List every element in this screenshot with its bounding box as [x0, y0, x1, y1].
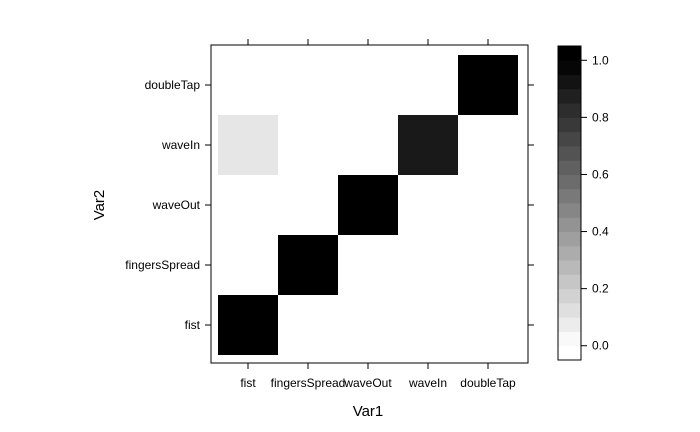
y-tick-label: doubleTap: [145, 78, 201, 92]
colorbar: 0.0 0.2 0.4 0.6 0.8 1.0: [557, 45, 609, 361]
colorbar-bin: [558, 145, 581, 161]
colorbar-bin: [558, 160, 581, 175]
colorbar-bin: [558, 217, 581, 233]
colorbar-bin: [558, 46, 581, 61]
heatmap-cell: [218, 295, 278, 355]
x-tick-label: doubleTap: [460, 376, 516, 390]
colorbar-bin: [558, 274, 581, 290]
colorbar-bin: [558, 260, 581, 275]
colorbar-bin: [558, 317, 581, 332]
heatmap-cell: [218, 115, 278, 175]
y-tick-label: waveIn: [161, 138, 200, 152]
colorbar-bin: [558, 74, 581, 90]
x-axis-title: Var1: [353, 403, 384, 420]
colorbar-bin: [558, 245, 581, 261]
colorbar-tick-label: 0.4: [592, 225, 609, 239]
colorbar-bin: [558, 345, 581, 361]
colorbar-bin: [558, 203, 581, 218]
y-tick-label: fist: [185, 318, 201, 332]
colorbar-bin: [558, 174, 581, 190]
colorbar-bin: [558, 60, 581, 76]
plot-frame: [210, 44, 529, 364]
y-tick-label: waveOut: [152, 198, 201, 212]
heatmap-cell: [398, 115, 458, 175]
colorbar-bin: [558, 188, 581, 204]
colorbar-tick-label: 1.0: [592, 53, 609, 67]
x-tick-label: fingersSpread: [271, 376, 346, 390]
heatmap-cell: [338, 175, 398, 235]
colorbar-bin: [558, 131, 581, 147]
x-tick-label: waveOut: [343, 376, 392, 390]
x-tick-label: waveIn: [408, 376, 447, 390]
colorbar-frame: [557, 45, 582, 361]
colorbar-bin: [558, 117, 581, 133]
colorbar-bin: [558, 331, 581, 347]
colorbar-tick-label: 0.8: [592, 110, 609, 124]
colorbar-tick-label: 0.2: [592, 282, 609, 296]
colorbar-bin: [558, 302, 581, 318]
colorbar-bin: [558, 231, 581, 247]
colorbar-tick-label: 0.0: [592, 339, 609, 353]
colorbar-bin: [558, 103, 581, 118]
colorbar-tick-label: 0.6: [592, 167, 609, 181]
colorbar-bin: [558, 88, 581, 104]
y-axis-ticks: fist fingersSpread waveOut waveIn doubleTap: [125, 78, 534, 332]
y-axis-title: Var2: [91, 190, 108, 221]
colorbar-bin: [558, 288, 581, 304]
heatmap-cell: [278, 235, 338, 295]
x-tick-label: fist: [240, 376, 256, 390]
y-tick-label: fingersSpread: [125, 258, 200, 272]
heatmap-cell: [458, 55, 518, 115]
heatmap-cells: [218, 55, 518, 355]
